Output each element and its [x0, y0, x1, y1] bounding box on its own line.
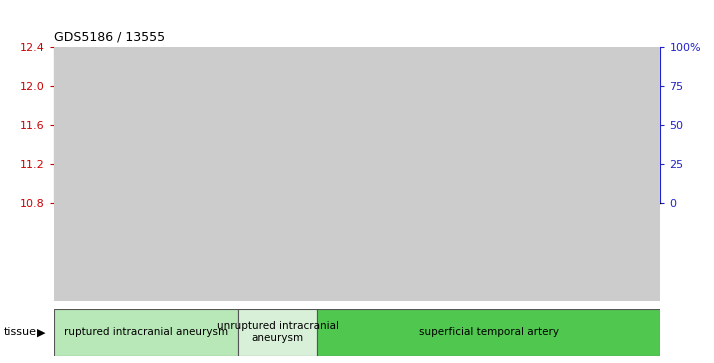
FancyBboxPatch shape	[238, 309, 318, 356]
Point	[193, 52, 204, 58]
Bar	[59, 86, 74, 203]
Bar	[350, 176, 364, 203]
Point	[166, 49, 178, 55]
Bar	[423, 47, 449, 301]
Text: unruptured intracranial
aneurysm: unruptured intracranial aneurysm	[217, 321, 339, 343]
FancyBboxPatch shape	[318, 309, 660, 356]
Bar	[186, 47, 212, 301]
Bar	[80, 47, 106, 301]
Bar	[555, 47, 581, 301]
Bar	[238, 47, 265, 301]
Text: ▶: ▶	[37, 327, 46, 337]
Point	[642, 44, 653, 50]
Bar	[291, 47, 318, 301]
Text: ruptured intracranial aneurysm: ruptured intracranial aneurysm	[64, 327, 228, 337]
Bar	[535, 99, 549, 203]
FancyBboxPatch shape	[54, 309, 238, 356]
Bar	[112, 196, 127, 203]
Bar	[376, 172, 391, 203]
Point	[114, 72, 125, 78]
Bar	[634, 47, 660, 301]
Bar	[133, 47, 159, 301]
Bar	[560, 81, 575, 203]
Text: superficial temporal artery: superficial temporal artery	[419, 327, 559, 337]
Point	[483, 49, 495, 55]
Point	[61, 49, 72, 55]
Bar	[396, 47, 423, 301]
Bar	[318, 47, 344, 301]
Point	[510, 49, 521, 55]
Bar	[608, 47, 634, 301]
Point	[325, 71, 336, 77]
Point	[378, 65, 389, 70]
Bar	[370, 47, 396, 301]
Point	[589, 50, 600, 56]
Bar	[297, 114, 311, 203]
Bar	[528, 47, 555, 301]
Point	[351, 68, 363, 73]
Text: tissue: tissue	[4, 327, 36, 337]
Bar	[482, 96, 496, 203]
Text: GDS5186 / 13555: GDS5186 / 13555	[54, 30, 165, 44]
Bar	[587, 49, 602, 203]
Bar	[476, 47, 502, 301]
Point	[431, 49, 442, 55]
Bar	[218, 176, 232, 203]
Bar	[449, 47, 476, 301]
Bar	[271, 179, 285, 203]
Point	[272, 65, 283, 70]
Point	[536, 50, 548, 56]
Point	[615, 55, 627, 61]
Bar	[139, 171, 154, 203]
Point	[140, 68, 151, 73]
Bar	[640, 47, 655, 203]
Bar	[581, 47, 608, 301]
Bar	[323, 166, 338, 203]
Bar	[191, 111, 206, 203]
Point	[563, 49, 574, 55]
Point	[246, 66, 257, 72]
Bar	[344, 47, 370, 301]
Bar	[159, 47, 186, 301]
Bar	[403, 49, 417, 203]
Bar	[106, 47, 133, 301]
Bar	[502, 47, 528, 301]
Bar	[212, 47, 238, 301]
Point	[219, 68, 231, 73]
Bar	[165, 114, 179, 203]
Bar	[456, 137, 470, 203]
Bar	[265, 47, 291, 301]
Point	[87, 49, 99, 55]
Bar	[54, 47, 80, 301]
Bar	[429, 67, 443, 203]
Point	[404, 49, 416, 55]
Bar	[244, 172, 258, 203]
Point	[457, 65, 468, 70]
Bar	[86, 89, 101, 203]
Bar	[613, 121, 628, 203]
Point	[298, 52, 310, 58]
Bar	[508, 98, 523, 203]
